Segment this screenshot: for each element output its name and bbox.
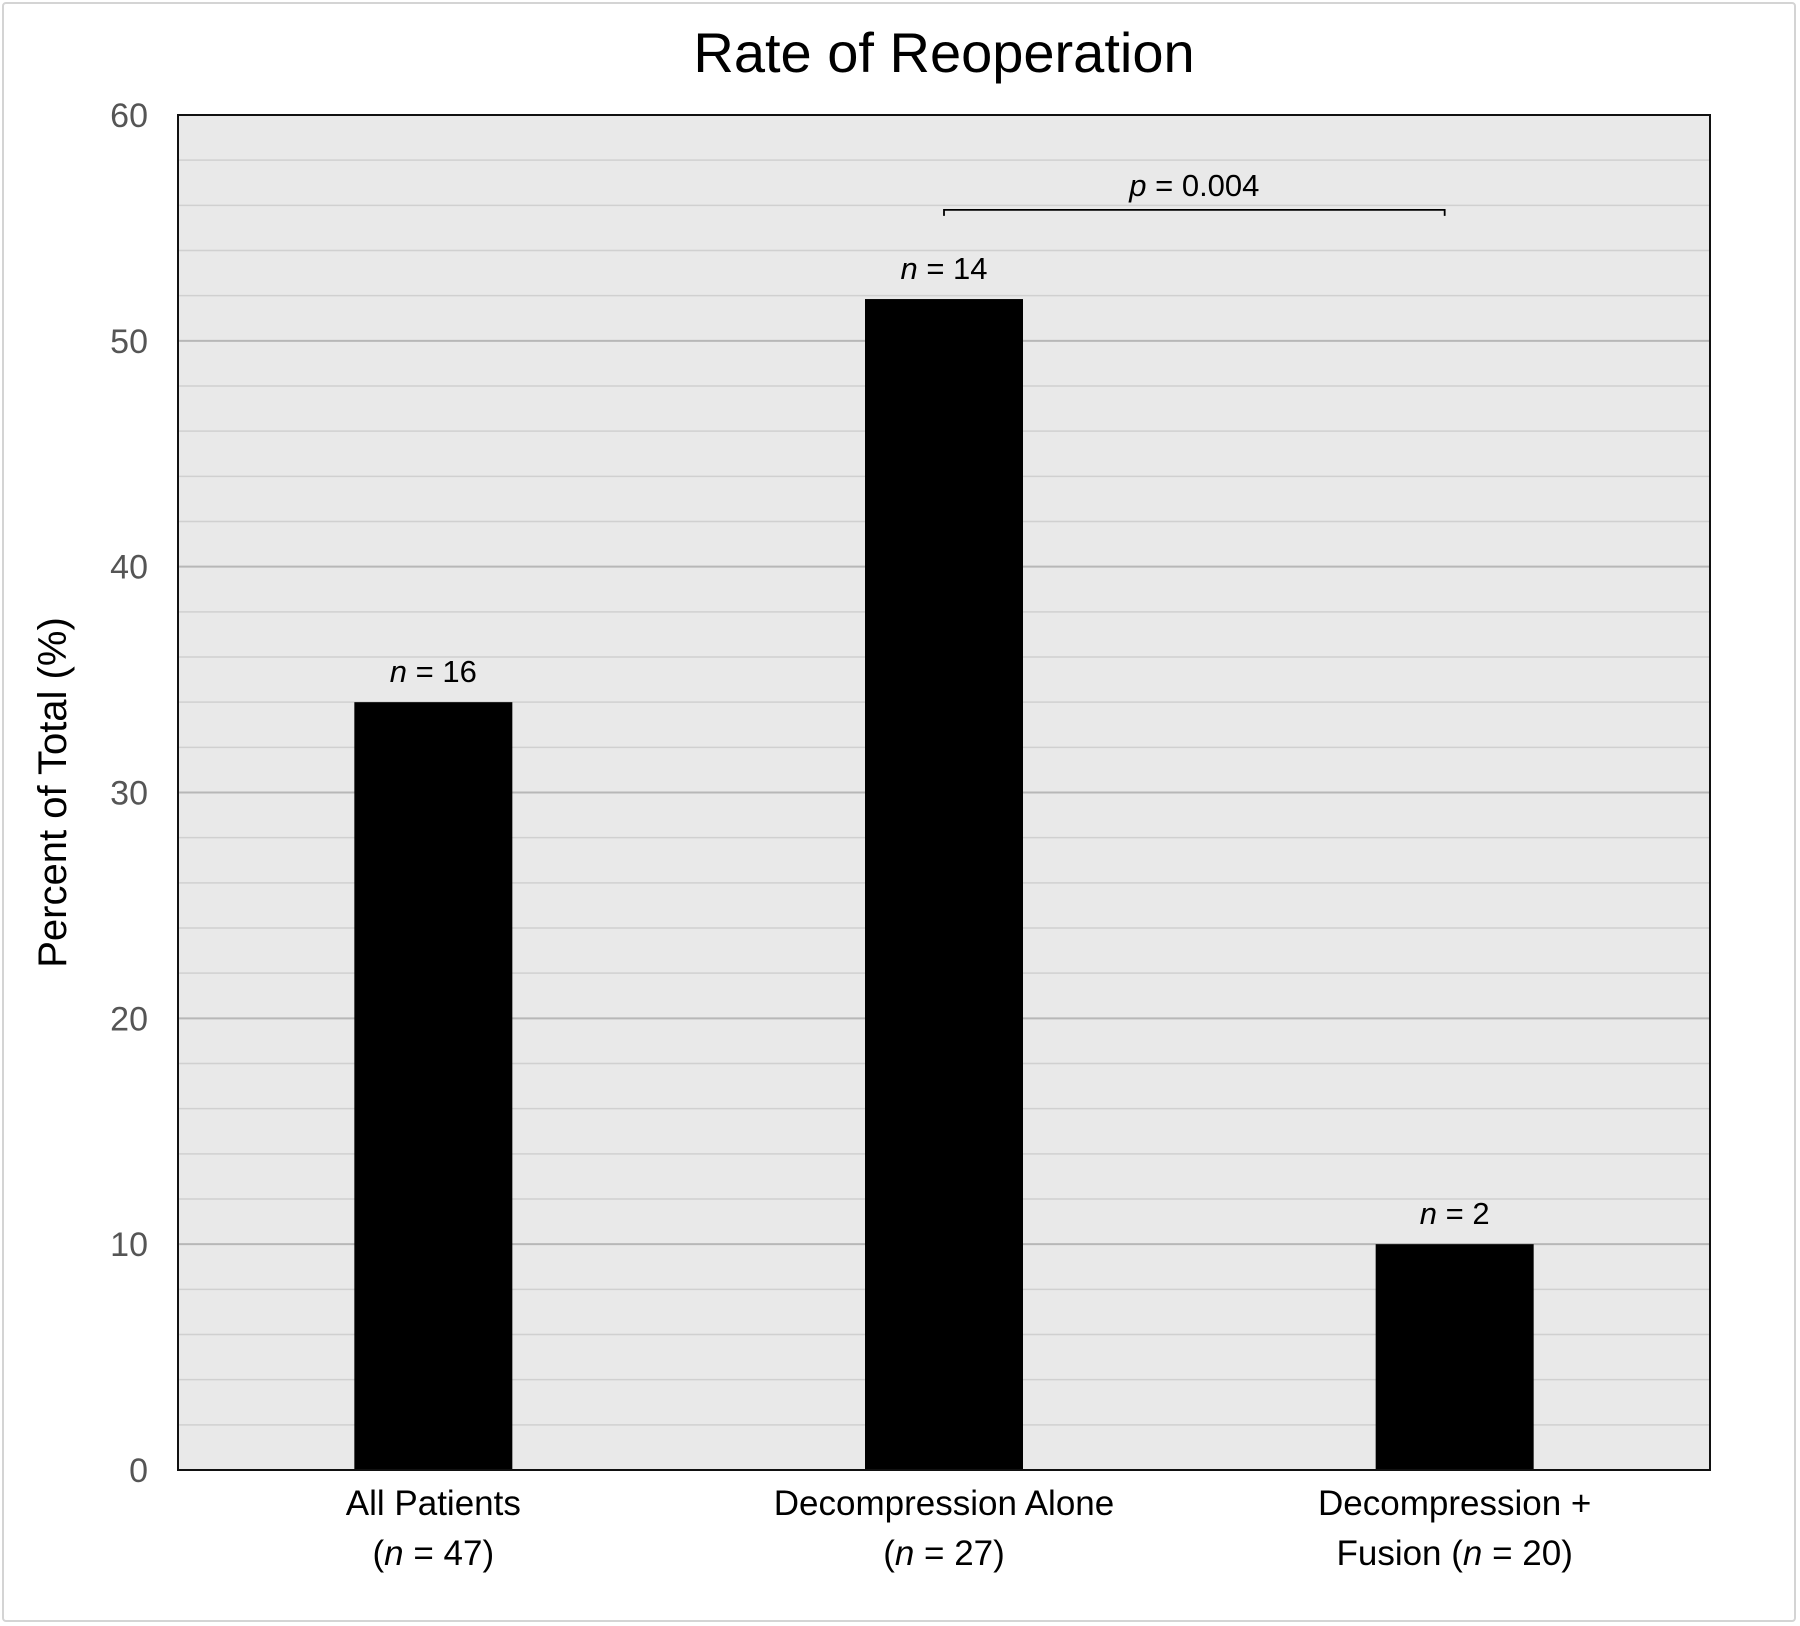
bar-3 (1375, 1244, 1534, 1470)
x-tick-sublabel-3: Fusion (n = 20) (1336, 1534, 1572, 1573)
bracket-line (943, 208, 1446, 216)
x-tick-label-3: Decompression + (1318, 1484, 1591, 1523)
data-label-3: n = 2 (1420, 1196, 1490, 1231)
y-tick-label: 40 (110, 549, 148, 587)
bars (354, 299, 1534, 1470)
y-tick-label: 0 (129, 1452, 148, 1490)
bar-1 (354, 702, 513, 1470)
x-tick-sublabel-1: (n = 47) (373, 1534, 495, 1573)
chart-title: Rate of Reoperation (693, 21, 1194, 84)
data-label-2: n = 14 (900, 251, 987, 286)
y-tick-label: 50 (110, 323, 148, 361)
y-tick-label: 60 (110, 97, 148, 135)
data-label-1: n = 16 (390, 654, 477, 689)
x-axis-labels: All Patients (n = 47) Decompression Alone (… (346, 1484, 1592, 1573)
x-tick-sublabel-2: (n = 27) (883, 1534, 1005, 1573)
x-tick-label-1: All Patients (346, 1484, 521, 1523)
y-tick-label: 30 (110, 775, 148, 813)
plot-border (177, 114, 1711, 1471)
p-value-label: p = 0.004 (1128, 168, 1259, 203)
significance-bracket: p = 0.004 (943, 168, 1446, 216)
bar-2 (865, 299, 1023, 1470)
x-tick-label-2: Decompression Alone (774, 1484, 1114, 1523)
data-labels: n = 16 n = 14 n = 2 (390, 251, 1490, 1231)
y-axis-ticks: 0 10 20 30 40 50 60 (110, 97, 148, 1490)
y-tick-label: 20 (110, 1000, 148, 1038)
y-axis-title: Percent of Total (%) (31, 617, 75, 968)
y-tick-label: 10 (110, 1226, 148, 1264)
